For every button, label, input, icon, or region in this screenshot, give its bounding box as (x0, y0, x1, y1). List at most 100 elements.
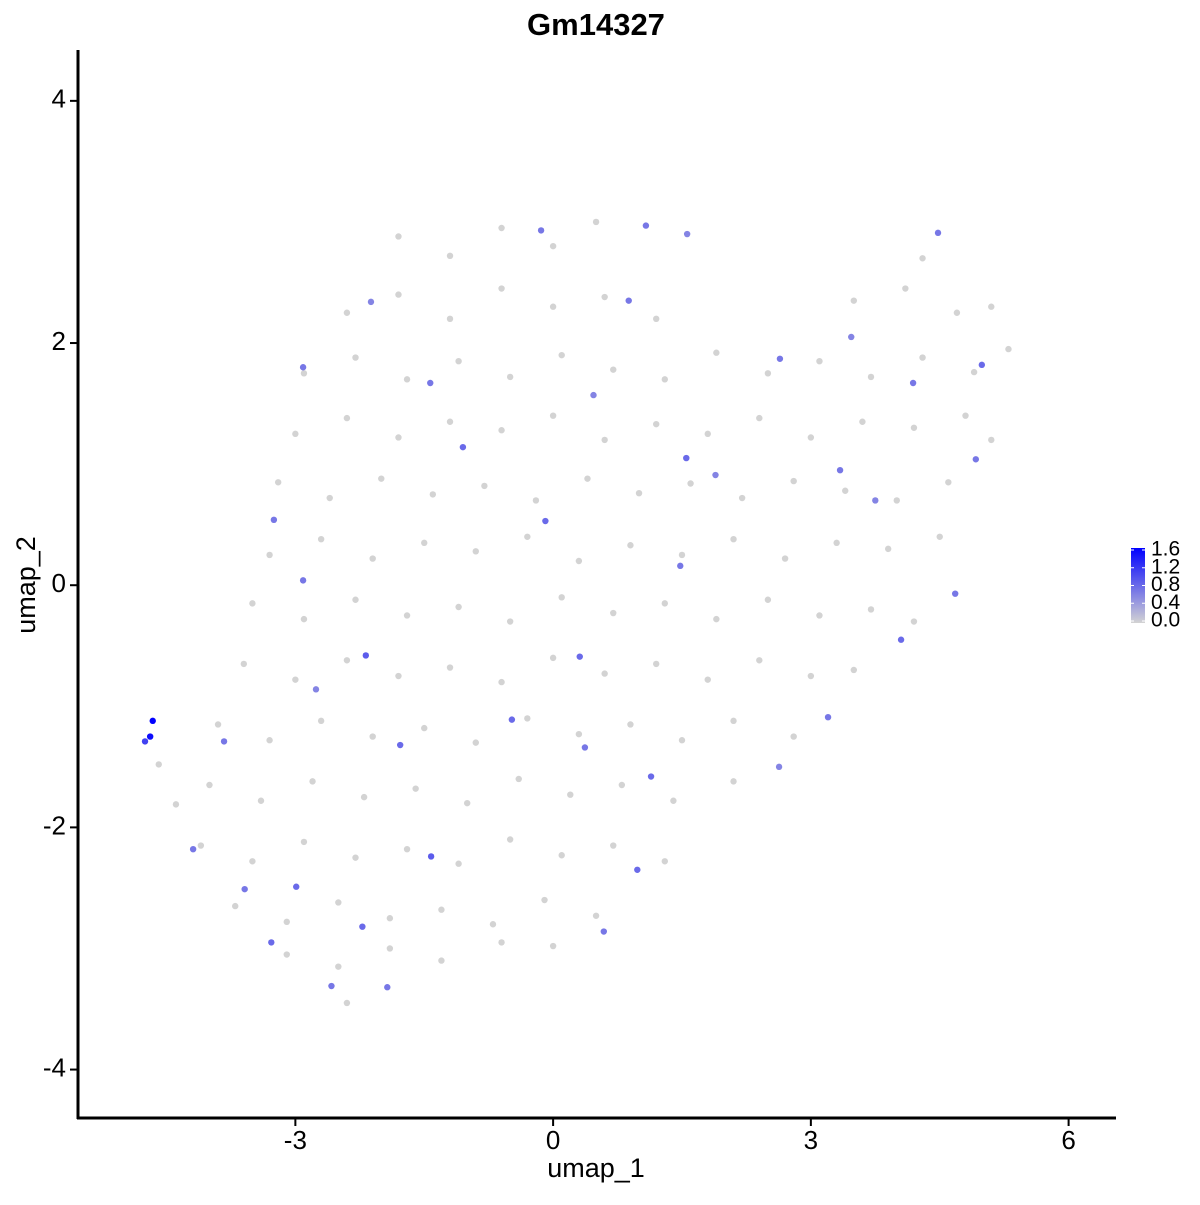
point (635, 489, 643, 497)
colorbar-label: 1.6 (1151, 538, 1180, 561)
point (455, 357, 462, 365)
point (634, 866, 641, 873)
point (292, 430, 299, 438)
point (807, 672, 815, 680)
point (756, 414, 763, 422)
point (576, 653, 583, 660)
point (446, 252, 454, 260)
point (472, 739, 479, 746)
point (647, 773, 655, 780)
point (532, 497, 540, 504)
point (455, 603, 462, 611)
point (625, 297, 632, 304)
point (214, 721, 222, 728)
point (395, 233, 402, 240)
point (816, 357, 823, 365)
point (300, 615, 308, 623)
point (384, 984, 391, 991)
point (653, 420, 660, 428)
point (970, 368, 978, 376)
point (653, 660, 660, 668)
colorbar (1131, 548, 1145, 623)
point (756, 657, 763, 664)
point (427, 379, 434, 387)
point (498, 224, 505, 232)
point (850, 297, 858, 304)
point (919, 354, 926, 361)
point (730, 535, 737, 543)
point (403, 376, 411, 383)
point (953, 309, 961, 316)
point (421, 724, 428, 732)
point (781, 555, 789, 562)
point (506, 373, 514, 381)
point (951, 590, 959, 597)
point (897, 636, 905, 643)
point (283, 951, 290, 958)
point (446, 418, 454, 425)
point (270, 516, 278, 524)
point (836, 466, 844, 474)
point (241, 885, 248, 893)
point (386, 915, 394, 922)
point (403, 612, 411, 619)
point (704, 430, 711, 438)
point (610, 366, 617, 373)
point (240, 660, 248, 668)
point (618, 781, 626, 789)
point (627, 542, 634, 549)
point (541, 896, 548, 904)
point (232, 902, 239, 910)
point (427, 853, 435, 860)
point (343, 999, 351, 1007)
point (395, 434, 402, 441)
point (283, 918, 290, 926)
point (600, 928, 608, 935)
point (257, 797, 265, 804)
point (498, 285, 505, 292)
point (936, 533, 943, 540)
point (988, 436, 995, 444)
point (155, 761, 162, 768)
point (395, 672, 402, 680)
point (848, 333, 855, 341)
point (362, 652, 370, 659)
point (352, 354, 359, 361)
point (421, 539, 428, 547)
point (508, 716, 516, 723)
point (343, 657, 351, 664)
point (558, 594, 565, 601)
point (601, 436, 608, 444)
point (292, 676, 299, 683)
point (730, 778, 737, 785)
point (309, 778, 316, 785)
point (335, 963, 342, 970)
point (867, 606, 875, 613)
point (575, 730, 583, 738)
point (590, 391, 597, 399)
y-tick-label: -2 (43, 810, 66, 840)
point (498, 678, 505, 686)
y-tick-label: 2 (52, 326, 66, 356)
point (343, 309, 351, 316)
point (463, 799, 471, 807)
point (455, 860, 462, 867)
point (764, 596, 772, 603)
point (481, 482, 488, 490)
colorbar-label: 1.2 (1151, 555, 1180, 578)
x-axis-label: umap_1 (547, 1153, 645, 1183)
point (312, 686, 320, 693)
y-axis-label: umap_2 (11, 536, 41, 634)
point (317, 717, 325, 725)
point (367, 298, 375, 306)
point (978, 361, 986, 369)
point (328, 982, 335, 990)
point (677, 562, 684, 570)
point (396, 741, 404, 749)
point (429, 491, 437, 498)
point (335, 899, 342, 906)
point (962, 412, 969, 419)
x-tick-label: -3 (284, 1125, 307, 1155)
point (661, 376, 669, 383)
point (343, 414, 351, 422)
